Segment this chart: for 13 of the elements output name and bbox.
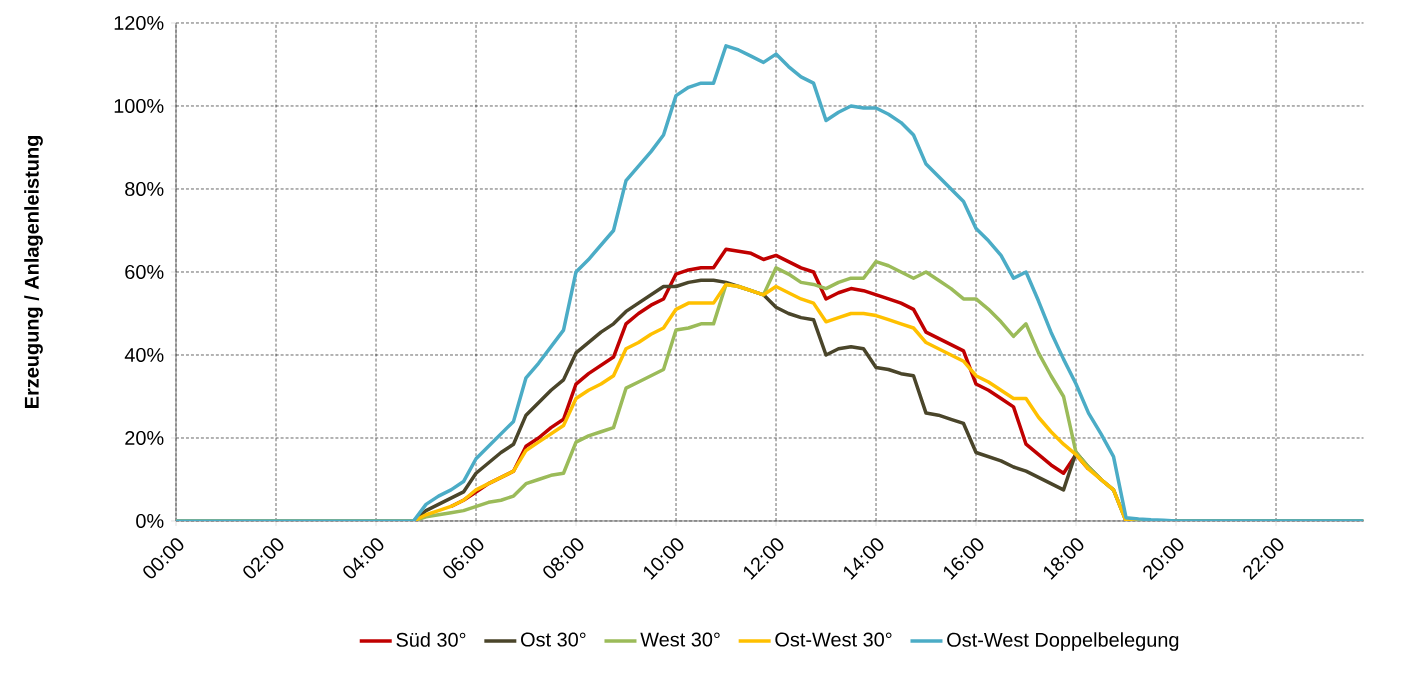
legend-label: Ost-West Doppelbelegung	[947, 632, 1179, 651]
y-tick-label: 0%	[136, 513, 164, 529]
legend-label: Ost-West 30°	[775, 632, 892, 647]
y-tick-label: 60%	[125, 264, 164, 280]
legend-label: Süd 30°	[396, 632, 466, 647]
y-tick-label: 40%	[124, 347, 164, 363]
y-tick-label: 120%	[114, 15, 164, 31]
legend-label: West 30°	[640, 632, 720, 647]
y-tick-label: 100%	[114, 98, 164, 114]
y-tick-label: 20%	[125, 430, 164, 446]
y-tick-label: 80%	[125, 181, 164, 197]
y-axis-title: Erzeugung / Anlagenleistung	[24, 136, 43, 408]
legend-label: Ost 30°	[521, 632, 586, 647]
